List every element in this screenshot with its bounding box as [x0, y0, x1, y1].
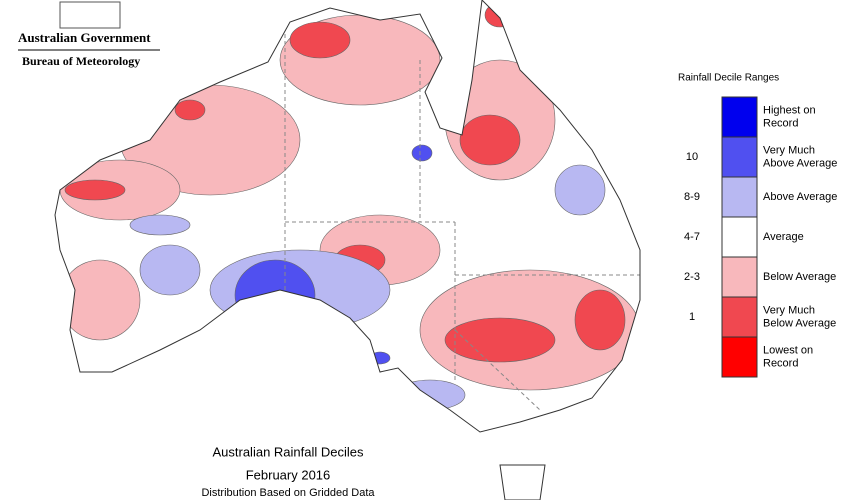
- map-title: Australian Rainfall Deciles: [212, 444, 364, 459]
- legend-swatch: [721, 336, 758, 378]
- legend-label: Average: [763, 231, 804, 243]
- legend-label: Highest on Record: [763, 104, 816, 129]
- legend-swatch: [721, 216, 758, 258]
- legend-decile: 2-3: [684, 271, 700, 283]
- org-name: Australian Government: [18, 30, 151, 45]
- legend-swatch: [721, 136, 758, 178]
- map-subtitle: Distribution Based on Gridded Data: [201, 487, 375, 499]
- legend-label: Very Much Above Average: [763, 144, 837, 169]
- legend-swatch: [721, 256, 758, 298]
- legend-decile: 10: [686, 151, 698, 163]
- tasmania: [499, 464, 546, 500]
- legend-decile: 4-7: [684, 231, 700, 243]
- legend-label: Below Average: [763, 271, 836, 283]
- legend-swatch: [721, 96, 758, 138]
- crest: [59, 1, 121, 29]
- logo: Australian Government Bureau of Meteorol…: [18, 1, 160, 68]
- legend-label: Above Average: [763, 191, 837, 203]
- legend-swatch: [721, 176, 758, 218]
- legend-decile: 1: [689, 311, 695, 323]
- legend-label: Lowest on Record: [763, 344, 813, 369]
- legend-decile: 8-9: [684, 191, 700, 203]
- decile-map: [55, 0, 640, 432]
- map-period: February 2016: [246, 467, 331, 482]
- legend-label: Very Much Below Average: [763, 304, 836, 329]
- legend-title: Rainfall Decile Ranges: [678, 73, 779, 84]
- legend: Highest on Record 10 Very Much Above Average…: [684, 96, 837, 378]
- agency-name: Bureau of Meteorology: [22, 54, 140, 68]
- legend-swatch: [721, 296, 758, 338]
